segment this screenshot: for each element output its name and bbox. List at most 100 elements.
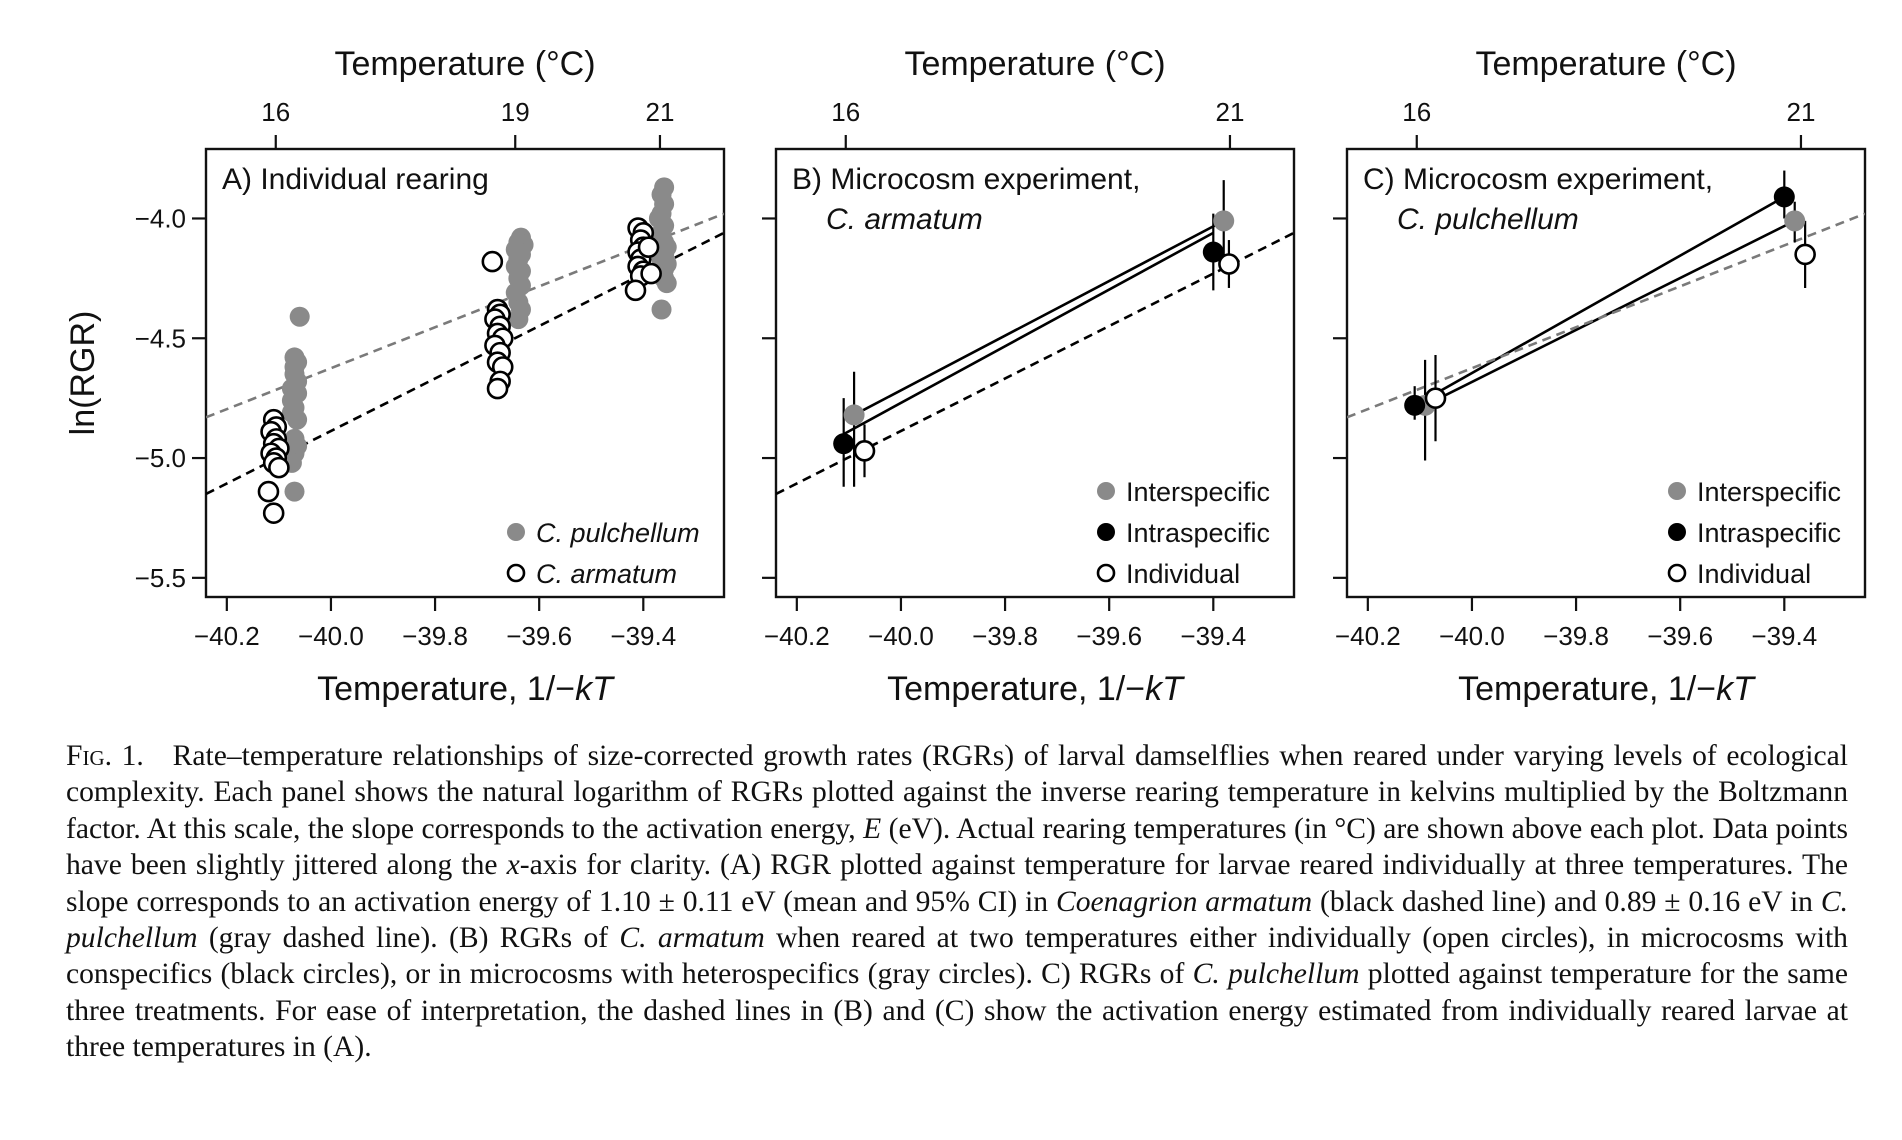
data-point: [1794, 243, 1816, 266]
x-tick-label: −39.6: [1647, 621, 1713, 651]
data-point: [656, 273, 677, 294]
y-axis-title: ln(RGR): [64, 311, 102, 436]
x-tick-label: −39.6: [1076, 621, 1142, 651]
panel-title: B) Microcosm experiment,: [792, 163, 1140, 196]
legend-marker: [1096, 563, 1116, 583]
plot-area: [206, 177, 724, 524]
top-axis-title: Temperature (°C): [334, 45, 595, 83]
data-point: [833, 433, 855, 455]
legend-label: Individual: [1697, 559, 1811, 589]
plot-area: [1347, 170, 1865, 461]
panel-title-species: C. armatum: [826, 203, 983, 236]
caption-lead: Fig. 1.: [66, 740, 144, 772]
x-tick-label: −39.4: [1751, 621, 1817, 651]
x-tick-label: −40.2: [194, 621, 260, 651]
data-point: [257, 480, 280, 503]
plot-frame: [774, 147, 1296, 599]
fit-line-gray-dashed: [1347, 212, 1865, 419]
legend-marker: [1667, 563, 1687, 583]
panel-title: A) Individual rearing: [222, 163, 489, 196]
data-point: [486, 377, 509, 400]
legend-label: Individual: [1126, 559, 1240, 589]
x-tick-label: −39.4: [610, 621, 676, 651]
data-point: [1424, 387, 1447, 409]
x-tick-label: −39.8: [1543, 621, 1609, 651]
legend-marker: [1097, 523, 1115, 541]
fit-line-black-solid: [1424, 219, 1796, 407]
y-tick-label: −4.5: [135, 323, 186, 353]
legend: C. pulchellum C. armatum: [506, 518, 700, 589]
x-tick-label: −40.0: [868, 621, 934, 651]
data-point: [853, 440, 876, 462]
data-point: [284, 481, 305, 502]
data-point: [1404, 394, 1426, 416]
legend-marker: [1097, 482, 1115, 500]
legend-label: C. armatum: [536, 559, 677, 589]
top-tick-label: 21: [1216, 97, 1245, 127]
plot-area: [776, 180, 1294, 496]
x-tick-label: −40.0: [298, 621, 364, 651]
legend-marker: [1668, 482, 1686, 500]
panel-title: C) Microcosm experiment,: [1363, 163, 1713, 196]
x-tick-label: −39.6: [506, 621, 572, 651]
legend-marker: [506, 563, 526, 583]
x-tick-label: −40.2: [764, 621, 830, 651]
data-point: [268, 456, 290, 479]
panel-c: −40.2 −40.0 −39.8 −39.6 −39.4 16 21 Temperature…: [1333, 45, 1867, 708]
fit-line-black-solid: [853, 219, 1225, 417]
data-point: [1202, 241, 1224, 263]
top-tick-label: 19: [501, 97, 530, 127]
data-point: [1784, 210, 1806, 232]
x-tick-label: −40.2: [1335, 621, 1401, 651]
data-point: [1773, 186, 1795, 208]
top-axis-title: Temperature (°C): [1475, 45, 1736, 83]
data-point: [640, 262, 662, 285]
data-point: [508, 309, 529, 330]
data-point: [637, 236, 660, 259]
figure-caption: Fig. 1. Rate–temperature relationships o…: [66, 738, 1848, 1066]
legend-label: Interspecific: [1126, 477, 1270, 507]
fit-line-black-solid: [1414, 195, 1785, 407]
caption-text: Rate–temperature relationships of size-c…: [66, 740, 1849, 1064]
top-tick-label: 21: [646, 97, 675, 127]
top-tick-label: 21: [1787, 97, 1816, 127]
top-axis-title: Temperature (°C): [904, 45, 1165, 83]
data-point: [1218, 253, 1240, 275]
legend-label: Intraspecific: [1697, 518, 1841, 548]
legend-marker: [1668, 523, 1686, 541]
legend-marker: [507, 523, 525, 541]
data-point: [262, 502, 285, 524]
top-tick-label: 16: [831, 97, 860, 127]
data-point: [624, 279, 647, 302]
y-tick-label: −5.5: [135, 563, 186, 593]
legend-label: Intraspecific: [1126, 518, 1270, 548]
data-point: [1213, 210, 1235, 232]
x-tick-label: −39.8: [972, 621, 1038, 651]
x-tick-label: −40.0: [1439, 621, 1505, 651]
legend: Interspecific Intraspecific Individual: [1667, 477, 1841, 589]
x-tick-label: −39.8: [402, 621, 468, 651]
x-axis-title: Temperature, 1/−kT: [317, 670, 615, 708]
legend-label: Interspecific: [1697, 477, 1841, 507]
legend: Interspecific Intraspecific Individual: [1096, 477, 1270, 589]
data-point: [481, 250, 504, 273]
plot-frame: [204, 147, 726, 599]
top-tick-label: 16: [261, 97, 290, 127]
plot-frame: [1345, 147, 1867, 599]
fit-line-black-solid: [843, 231, 1214, 436]
x-axis-title: Temperature, 1/−kT: [887, 670, 1185, 708]
data-point: [289, 306, 310, 327]
figure: −40.2 −40.0 −39.8 −39.6 −39.4 −4.0 −4.5 −5.0 −5.…: [64, 45, 1867, 708]
y-tick-label: −4.0: [135, 203, 186, 233]
legend-label: C. pulchellum: [536, 518, 700, 548]
x-axis-title: Temperature, 1/−kT: [1458, 670, 1756, 708]
data-point: [651, 299, 672, 320]
data-point: [287, 409, 308, 430]
x-tick-label: −39.4: [1180, 621, 1246, 651]
top-tick-label: 16: [1402, 97, 1431, 127]
panel-title-species: C. pulchellum: [1397, 203, 1579, 236]
y-tick-label: −5.0: [135, 443, 186, 473]
panel-a: −40.2 −40.0 −39.8 −39.6 −39.4 −4.0 −4.5 −5.0 −5.…: [64, 45, 726, 708]
panel-b: −40.2 −40.0 −39.8 −39.6 −39.4 16 21 Temperature…: [762, 45, 1296, 708]
data-point: [843, 404, 865, 426]
